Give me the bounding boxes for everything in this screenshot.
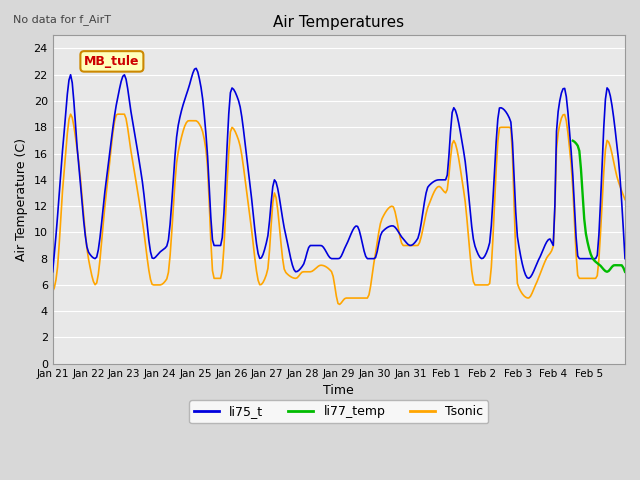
Text: MB_tule: MB_tule [84,55,140,68]
Y-axis label: Air Temperature (C): Air Temperature (C) [15,138,28,261]
li75_t [170,177,177,182]
Tsonic [102,189,110,194]
Tsonic [336,301,344,307]
Text: No data for f_AirT: No data for f_AirT [13,14,111,25]
li75_t [102,176,110,181]
Tsonic [171,180,179,185]
li75_t [166,222,174,228]
li75_t [289,262,296,268]
Line: li75_t: li75_t [52,68,625,278]
Line: Tsonic: Tsonic [52,114,625,304]
li75_t [277,205,285,211]
Tsonic [168,230,175,236]
Legend: li75_t, li77_temp, Tsonic: li75_t, li77_temp, Tsonic [189,400,488,423]
li77_temp [604,269,611,275]
Tsonic [277,240,285,246]
Tsonic [607,144,614,150]
Tsonic [114,111,122,117]
li75_t [621,256,629,262]
Title: Air Temperatures: Air Temperatures [273,15,404,30]
Tsonic [289,275,296,280]
Tsonic [49,288,56,294]
li75_t [49,269,56,275]
li75_t [607,93,614,99]
X-axis label: Time: Time [323,384,354,397]
li75_t [525,276,532,281]
li77_temp [621,269,629,275]
Tsonic [621,197,629,203]
Line: li77_temp: li77_temp [573,141,625,272]
li75_t [192,65,200,71]
